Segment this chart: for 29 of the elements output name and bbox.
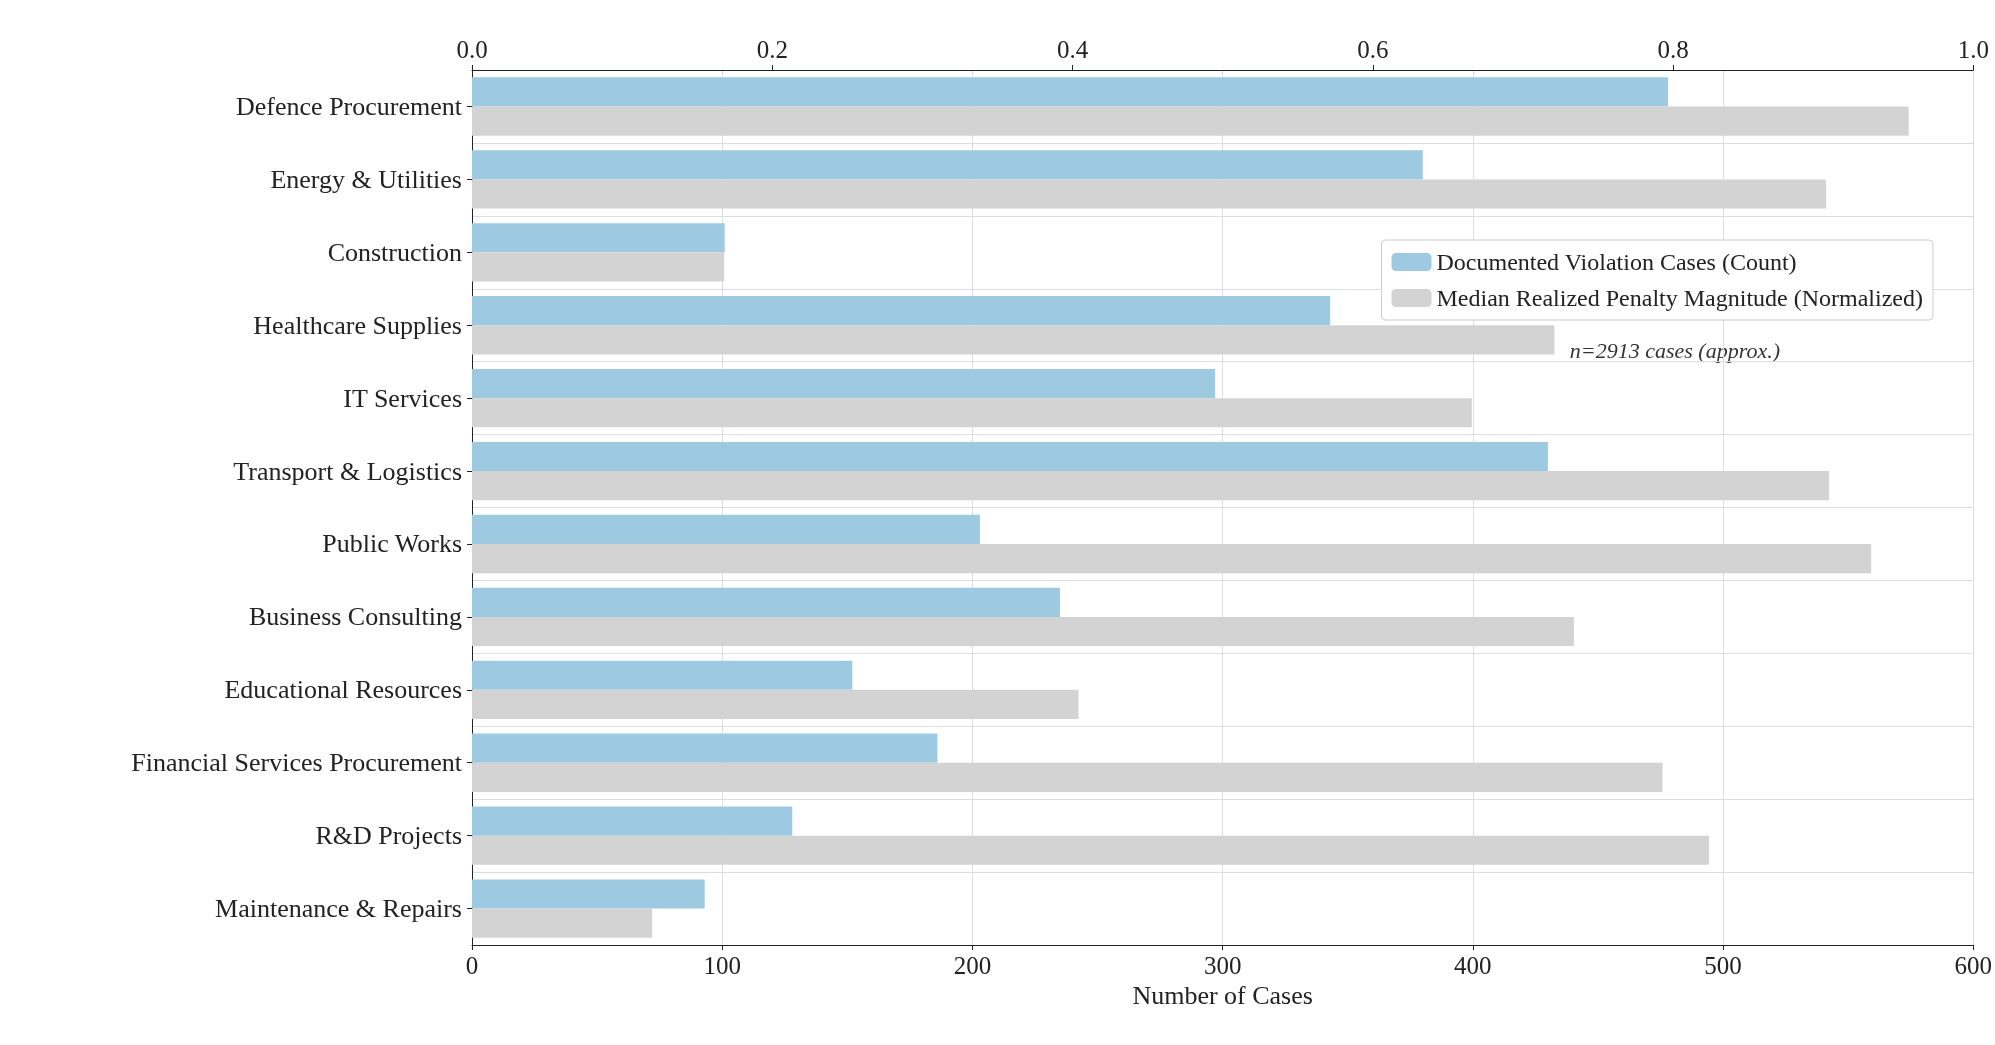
y-tick-label: IT Services xyxy=(343,383,462,413)
y-tick-label: R&D Projects xyxy=(315,821,462,851)
y-tick-label: Energy & Utilities xyxy=(270,164,462,194)
x-axis-title: Number of Cases xyxy=(1132,981,1313,1011)
y-tick-label: Construction xyxy=(327,237,462,267)
x-tick-label: 200 xyxy=(953,952,992,979)
x2-tick-label: 0.4 xyxy=(1056,36,1089,63)
y-tick-label: Educational Resources xyxy=(224,675,462,705)
x-tick-label: 100 xyxy=(703,952,741,979)
x-tick-label: 500 xyxy=(1704,952,1742,979)
x2-tick-label: 0.8 xyxy=(1657,36,1689,63)
y-tick-label: Public Works xyxy=(322,529,462,559)
y-tick-label: Healthcare Supplies xyxy=(253,310,462,340)
y-tick-label: Defence Procurement xyxy=(236,91,463,121)
y-tick-label: Financial Services Procurement xyxy=(131,748,463,778)
x-tick-label: 600 xyxy=(1954,952,1992,979)
x-tick-label: 0 xyxy=(465,952,479,979)
y-tick-label: Maintenance & Repairs xyxy=(215,894,462,924)
y-tick-label: Transport & Logistics xyxy=(233,456,462,486)
legend-label: Documented Violation Cases (Count) xyxy=(1436,249,1797,275)
legend-label: Median Realized Penalty Magnitude (Normalized) xyxy=(1436,285,1924,311)
x-tick-label: 400 xyxy=(1454,952,1492,979)
annotation: n=2913 cases (approx.) xyxy=(1569,337,1781,363)
x2-tick-label: 0.2 xyxy=(756,36,788,63)
y-tick-label: Business Consulting xyxy=(248,602,462,632)
x2-tick-label: 0.0 xyxy=(456,36,488,63)
x-tick-label: 300 xyxy=(1203,952,1242,979)
x2-tick-label: 0.6 xyxy=(1357,36,1389,63)
x2-tick-label: 1.0 xyxy=(1957,36,1989,63)
